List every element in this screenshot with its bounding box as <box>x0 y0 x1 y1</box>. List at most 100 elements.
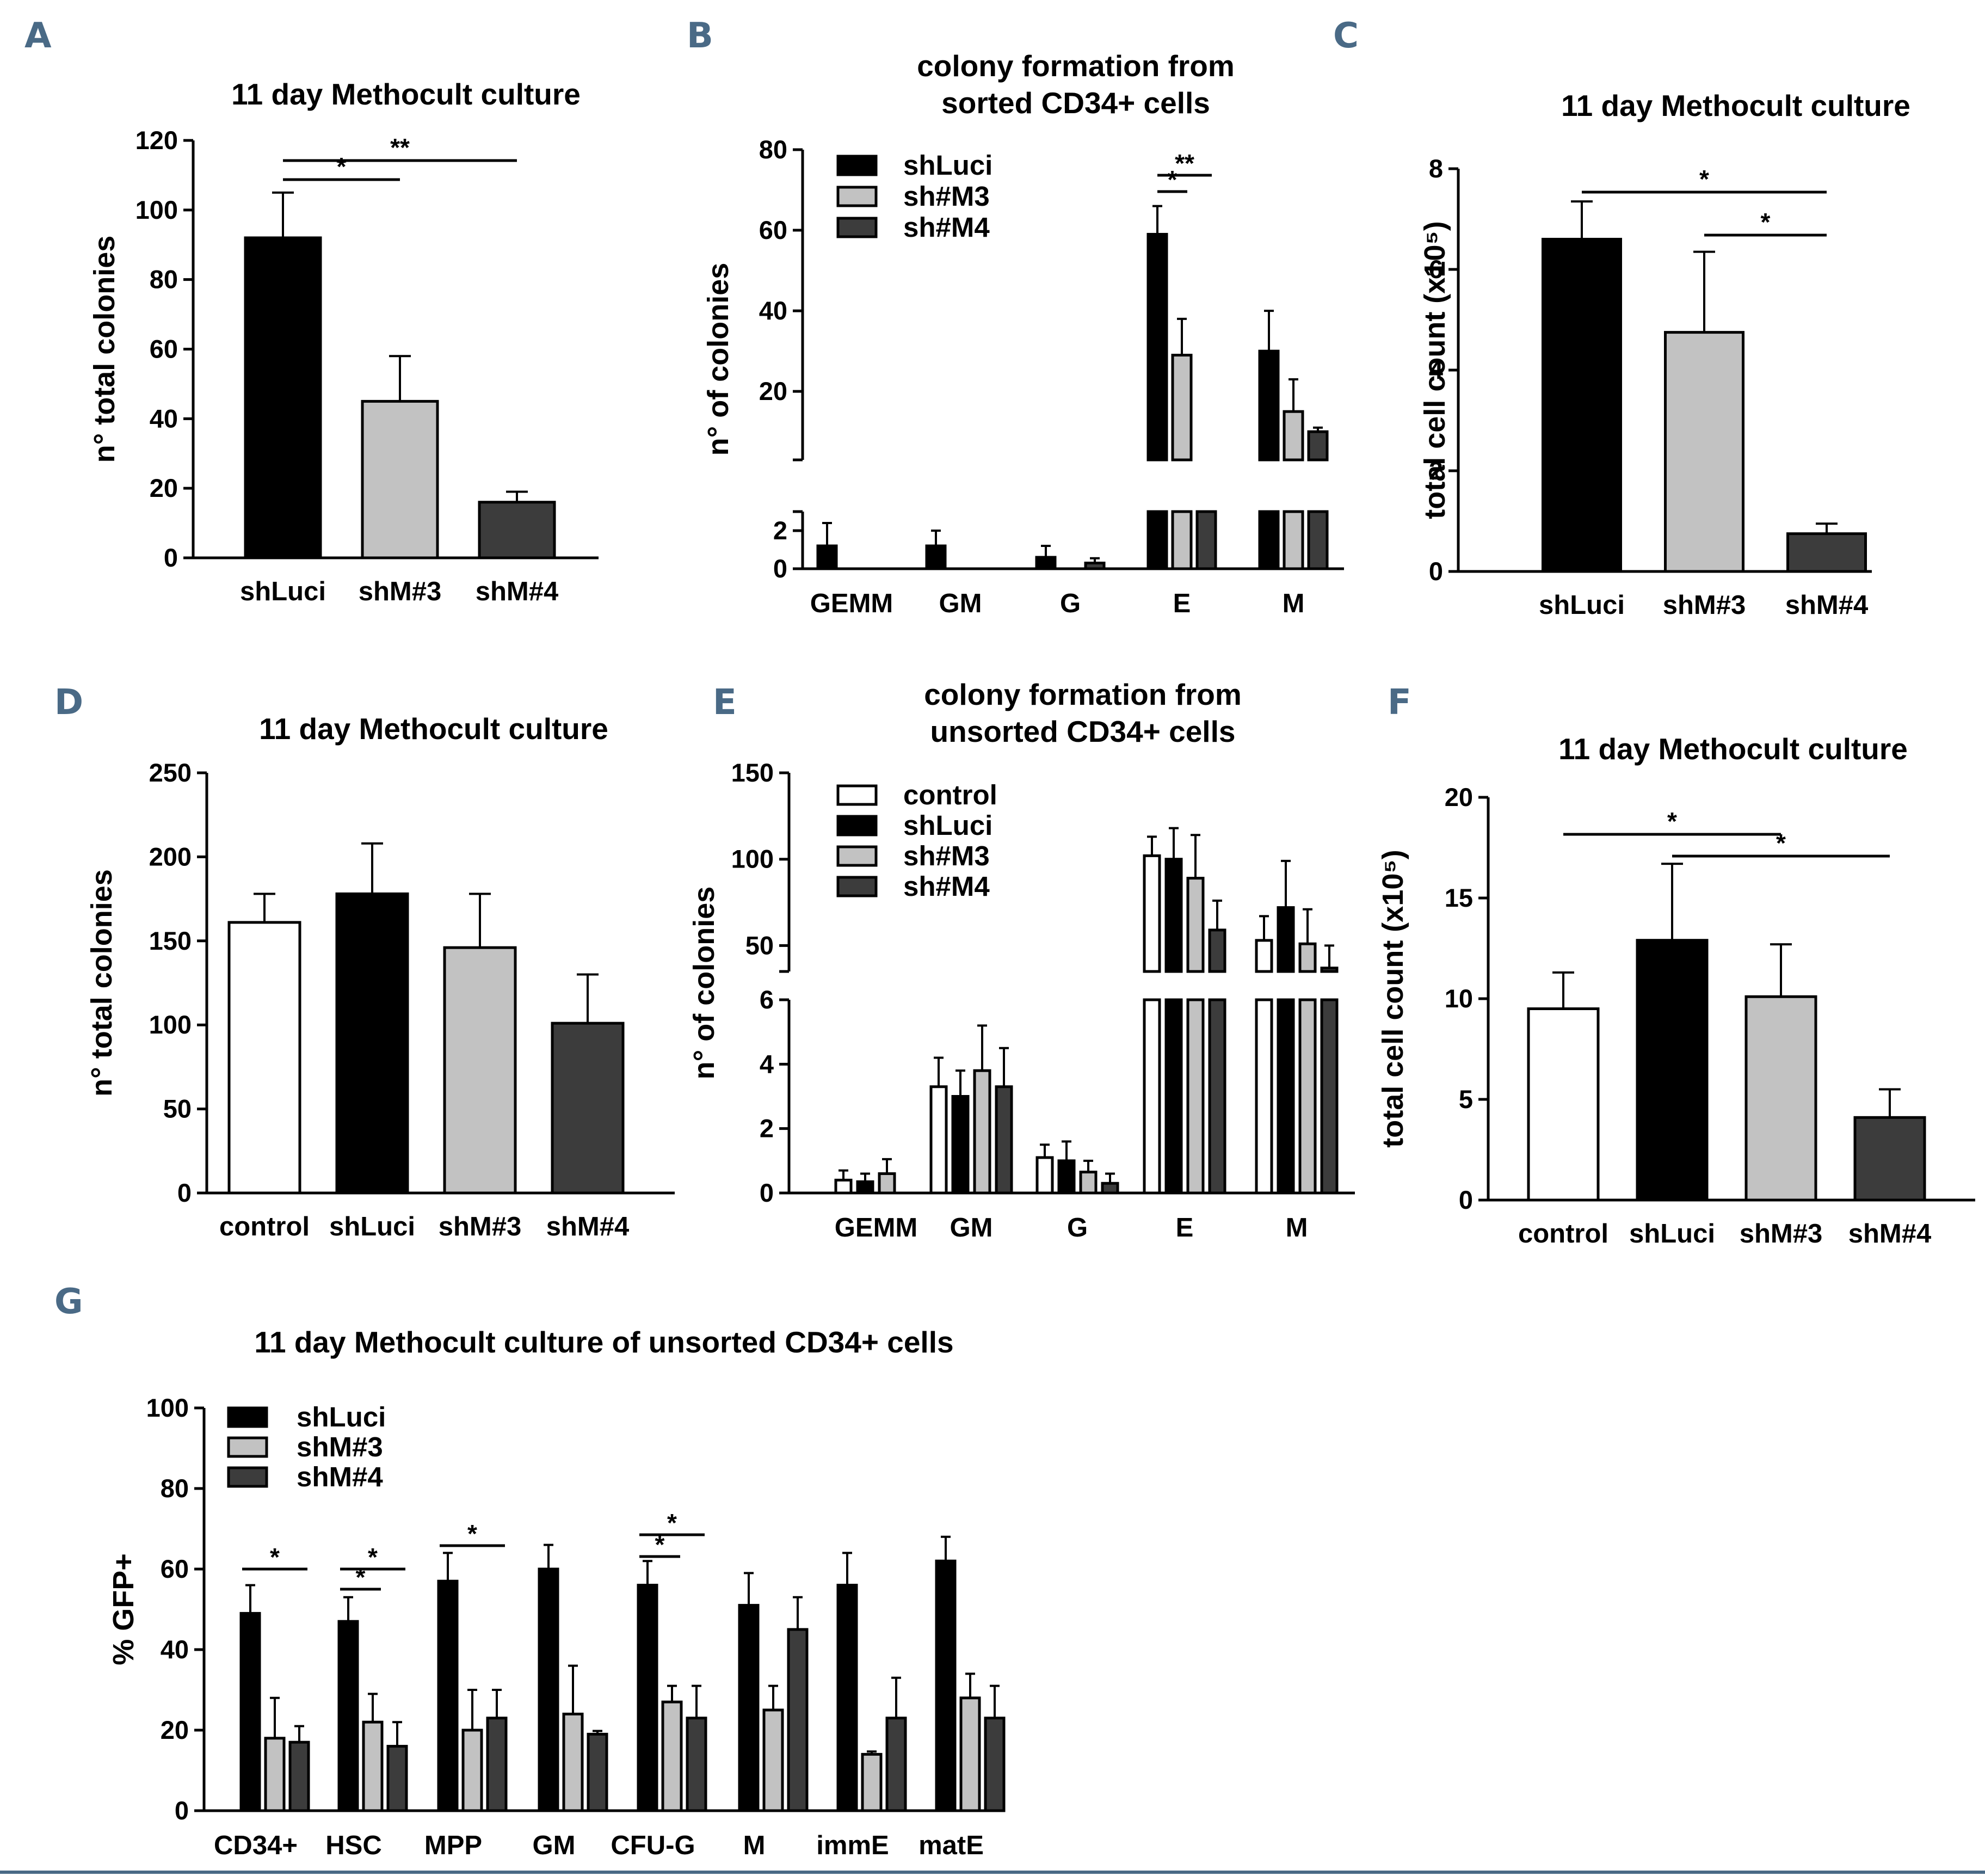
x-tick-label-F: shLuci <box>1629 1219 1715 1248</box>
bar-E-E-shLuci-upper <box>1164 858 1183 973</box>
bar-E-E-sh#M3-upper <box>1186 877 1205 973</box>
y-tick-label-F: 10 <box>1445 984 1473 1013</box>
y-tick-label-E: 50 <box>745 931 774 959</box>
bar-E-GM-control <box>929 1085 948 1195</box>
bar-G-matE-shLuci <box>935 1559 957 1812</box>
bar-F-control <box>1527 1007 1600 1202</box>
panel-letter-A: A <box>24 16 52 56</box>
bar-G-matE-shM#4 <box>984 1717 1006 1812</box>
y-tick-label-E: 6 <box>760 985 774 1014</box>
legend-swatch-G <box>227 1436 268 1458</box>
bar-E-M-control-lower <box>1255 998 1273 1195</box>
y-axis-label-C: total cell count (x10⁵) <box>1419 221 1451 519</box>
legend-label-B: shLuci <box>903 150 993 181</box>
x-tick-label-B: GEMM <box>810 589 893 618</box>
y-tick-label-A: 0 <box>164 543 178 572</box>
bar-E-E-control-lower <box>1143 998 1161 1195</box>
x-tick-label-C: shM#3 <box>1663 591 1746 620</box>
bar-E-M-sh#M4-upper <box>1320 967 1339 973</box>
bar-B-E-sh#M4 <box>1195 510 1217 570</box>
bar-G-CD34+-shM#4 <box>288 1740 310 1812</box>
bar-E-G-control <box>1035 1156 1054 1195</box>
legend-label-G: shM#3 <box>297 1431 383 1462</box>
legend-swatch-G <box>227 1466 268 1488</box>
legend-swatch-E <box>836 784 878 806</box>
x-tick-label-G: CFU-G <box>611 1831 695 1860</box>
y-tick-label-A: 60 <box>150 335 178 364</box>
significance-star-G: * <box>467 1520 477 1548</box>
bar-E-G-sh#M4 <box>1101 1182 1119 1195</box>
panel-G: G 11 day Methocult culture of unsorted CD… <box>54 1282 1006 1860</box>
legend-swatch-B <box>836 186 878 207</box>
bar-G-MPP-shM#3 <box>461 1729 483 1812</box>
x-tick-label-G: MPP <box>424 1831 482 1860</box>
x-tick-label-D: shM#4 <box>546 1212 630 1241</box>
significance-star-G: * <box>368 1543 378 1571</box>
chart-title-F: 11 day Methocult culture <box>1558 732 1908 766</box>
y-tick-label-G: 20 <box>161 1715 189 1744</box>
significance-star-G: * <box>655 1530 665 1559</box>
legend-label-B: sh#M4 <box>903 212 990 243</box>
bar-E-E-sh#M4-upper <box>1208 928 1226 973</box>
chart-title-C: 11 day Methocult culture <box>1561 89 1910 122</box>
x-tick-label-B: G <box>1060 589 1081 618</box>
bar-D-shM#4 <box>551 1022 625 1195</box>
y-tick-label-G: 40 <box>161 1635 189 1664</box>
bar-E-E-shLuci-lower <box>1164 998 1183 1195</box>
chart-title-G: 11 day Methocult culture of unsorted CD3… <box>254 1325 953 1359</box>
x-tick-label-B: M <box>1283 589 1305 618</box>
bar-G-matE-shM#3 <box>959 1696 981 1812</box>
chart-title-B: sorted CD34+ cells <box>941 86 1210 120</box>
x-tick-label-D: control <box>219 1212 310 1241</box>
y-tick-label-C: 4 <box>1429 355 1443 384</box>
bar-B-GEMM-shLuci <box>816 544 838 570</box>
y-tick-label-E: 4 <box>760 1049 774 1078</box>
bar-B-M-sh#M4-lower <box>1307 510 1329 570</box>
y-axis-label-G: % GFP+ <box>107 1553 140 1665</box>
x-tick-label-A: shM#4 <box>476 577 559 606</box>
x-tick-label-G: M <box>743 1831 766 1860</box>
bar-E-GEMM-control <box>834 1178 853 1195</box>
y-tick-label-E: 2 <box>760 1114 774 1143</box>
bar-B-G-sh#M4 <box>1084 562 1106 570</box>
chart-title-E: colony formation from <box>924 678 1242 711</box>
significance-star-G: * <box>356 1563 366 1591</box>
x-tick-label-G: immE <box>816 1831 889 1860</box>
y-tick-label-D: 150 <box>149 926 192 955</box>
bar-B-M-shLuci-upper <box>1258 349 1280 462</box>
x-tick-label-F: control <box>1518 1219 1608 1248</box>
y-tick-label-B: 0 <box>773 554 787 583</box>
bar-B-G-shLuci <box>1035 556 1057 570</box>
legend-swatch-E <box>836 876 878 897</box>
panel-C: C 11 day Methocult culture 0 2 4 6 8 total cell… <box>1333 16 1910 620</box>
panel-D: D 11 day Methocult culture 0 50 100 150 200 250… <box>54 682 675 1241</box>
bar-D-shM#3 <box>443 946 517 1195</box>
legend-label-E: control <box>903 779 997 810</box>
bar-G-immE-shM#4 <box>885 1717 907 1812</box>
bar-G-GM-shM#4 <box>587 1732 608 1812</box>
bar-G-GM-shLuci <box>538 1567 559 1812</box>
y-tick-label-D: 200 <box>149 842 192 871</box>
y-tick-label-E: 0 <box>760 1178 774 1207</box>
bar-E-E-sh#M3-lower <box>1186 998 1205 1195</box>
x-tick-label-A: shM#3 <box>359 577 442 606</box>
bar-E-GM-sh#M4 <box>995 1085 1013 1195</box>
bar-F-shM#3 <box>1744 995 1817 1202</box>
panel-A: A 11 day Methocult culture 0 20 40 60 80 100 120… <box>24 16 599 606</box>
panel-letter-E: E <box>713 682 737 723</box>
y-tick-label-F: 0 <box>1459 1185 1473 1214</box>
legend-swatch-G <box>227 1406 268 1428</box>
bar-B-M-sh#M3-lower <box>1283 510 1304 570</box>
y-tick-label-C: 0 <box>1429 557 1443 586</box>
legend-label-G: shLuci <box>297 1401 386 1432</box>
panel-letter-D: D <box>54 682 83 723</box>
bar-B-M-sh#M3-upper <box>1283 410 1304 462</box>
y-tick-label-B: 80 <box>759 135 787 164</box>
bar-E-M-sh#M3-upper <box>1298 942 1317 973</box>
y-axis-label-B: n° of colonies <box>702 263 735 456</box>
y-tick-label-G: 60 <box>161 1554 189 1583</box>
bar-G-MPP-shLuci <box>437 1579 459 1812</box>
bar-G-CFU-G-shLuci <box>637 1584 658 1812</box>
